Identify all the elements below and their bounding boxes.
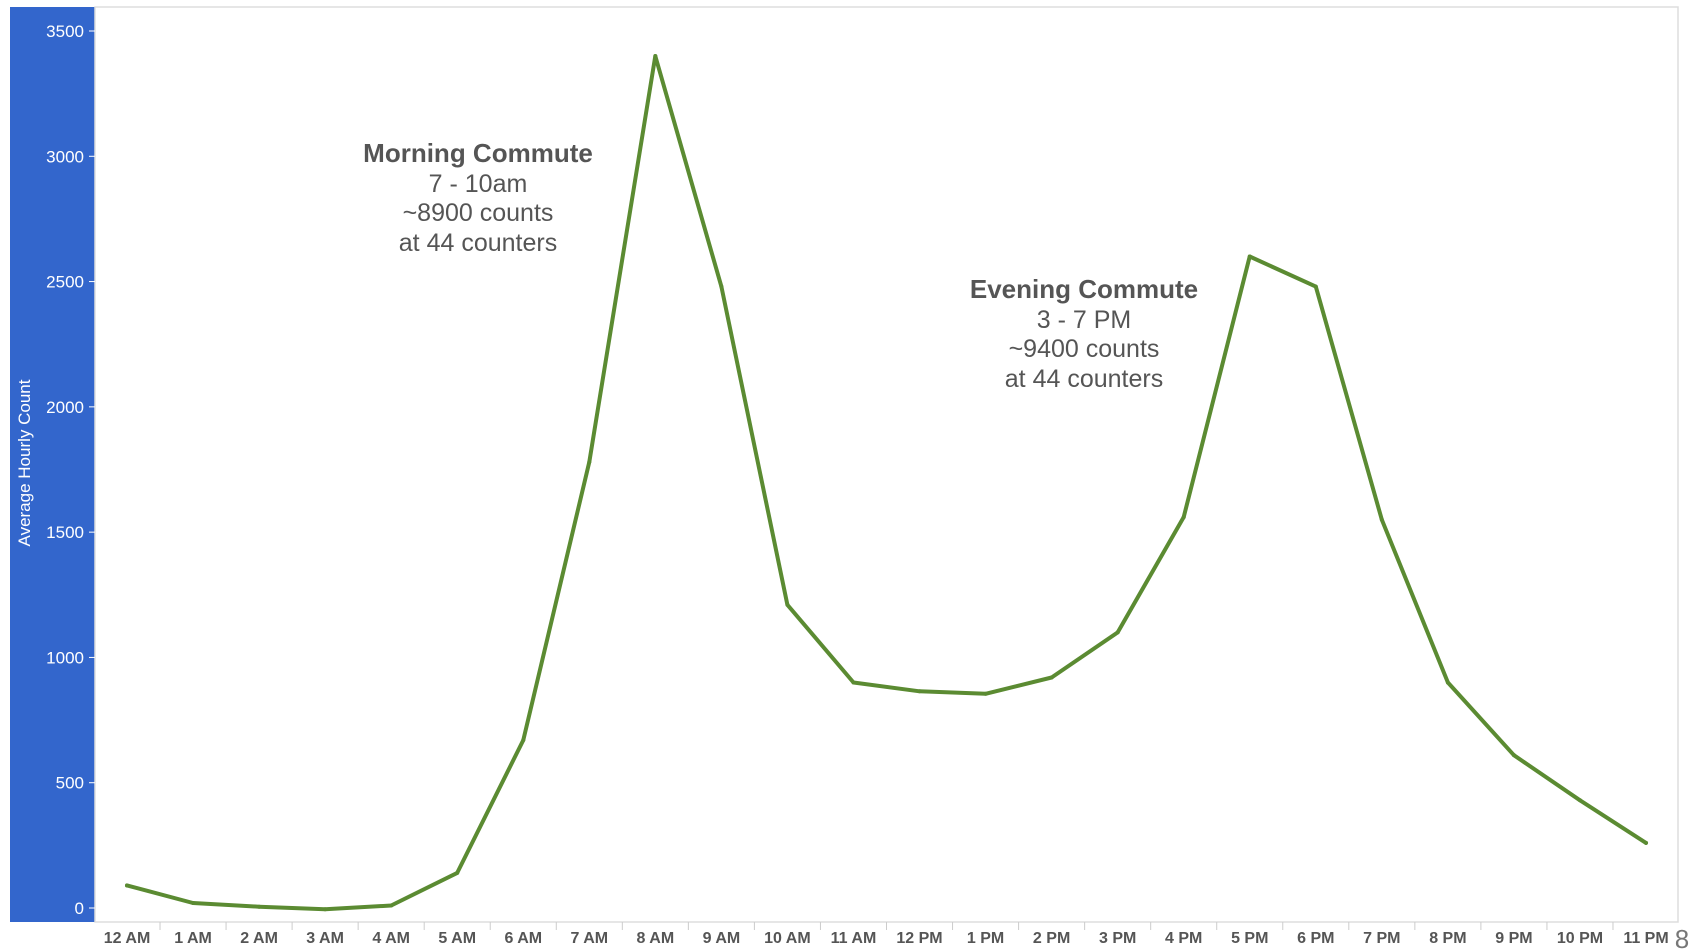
data-point bbox=[1049, 675, 1054, 680]
x-tick-label: 12 AM bbox=[104, 930, 151, 947]
x-tick-label: 5 AM bbox=[438, 930, 476, 947]
data-point bbox=[1511, 753, 1516, 758]
x-tick-label: 3 PM bbox=[1099, 930, 1136, 947]
x-tick-label: 5 PM bbox=[1231, 930, 1268, 947]
y-tick-label: 2000 bbox=[46, 398, 84, 417]
annotation-morning-line: at 44 counters bbox=[399, 229, 557, 257]
y-tick-label: 2500 bbox=[46, 273, 84, 292]
data-point bbox=[1115, 630, 1120, 635]
x-tick-label: 6 PM bbox=[1297, 930, 1334, 947]
y-axis-label: Average Hourly Count bbox=[15, 379, 34, 546]
y-axis-band bbox=[10, 7, 95, 922]
x-tick-label: 8 PM bbox=[1429, 930, 1466, 947]
y-tick-label: 1500 bbox=[46, 523, 84, 542]
data-point bbox=[1445, 680, 1450, 685]
data-point bbox=[851, 680, 856, 685]
data-point bbox=[719, 284, 724, 289]
data-point bbox=[323, 907, 328, 912]
plot-frame bbox=[94, 6, 1679, 923]
y-tick-label: 0 bbox=[75, 899, 84, 918]
y-tick-label: 1000 bbox=[46, 648, 84, 667]
x-tick-label: 3 AM bbox=[306, 930, 344, 947]
x-tick-label: 1 PM bbox=[967, 930, 1004, 947]
data-point bbox=[983, 691, 988, 696]
annotation-morning-title: Morning Commute bbox=[363, 138, 593, 168]
y-axis-ticks: 0 500 1000 1500 2000 2500 3000 3500 bbox=[46, 22, 95, 918]
x-tick-label: 4 AM bbox=[372, 930, 410, 947]
x-tick-label: 7 AM bbox=[570, 930, 608, 947]
x-tick-label: 1 AM bbox=[174, 930, 212, 947]
x-tick-label: 9 AM bbox=[703, 930, 741, 947]
x-tick-label: 9 PM bbox=[1495, 930, 1532, 947]
data-point bbox=[1247, 254, 1252, 259]
x-tick-label: 6 AM bbox=[504, 930, 542, 947]
annotation-evening-line: ~9400 counts bbox=[1009, 335, 1160, 363]
data-point bbox=[389, 903, 394, 908]
x-tick-label: 11 AM bbox=[831, 930, 877, 947]
series-line bbox=[125, 54, 1648, 912]
data-point bbox=[191, 900, 196, 905]
x-tick-label: 7 PM bbox=[1363, 930, 1400, 947]
data-point bbox=[1644, 840, 1648, 845]
y-tick-label: 3500 bbox=[46, 22, 84, 41]
data-point bbox=[1313, 284, 1318, 289]
x-tick-label: 12 PM bbox=[896, 930, 942, 947]
corner-glyph: 8 bbox=[1675, 924, 1689, 949]
y-tick-label: 3000 bbox=[46, 147, 84, 166]
data-point bbox=[455, 870, 460, 875]
x-tick-label: 11 PM bbox=[1623, 930, 1668, 947]
data-point bbox=[653, 54, 658, 59]
x-tick-label: 10 PM bbox=[1557, 930, 1603, 947]
data-point bbox=[521, 738, 526, 743]
data-point bbox=[587, 459, 592, 464]
annotation-morning: Morning Commute 7 - 10am ~8900 counts at… bbox=[363, 138, 593, 257]
data-point bbox=[1577, 798, 1582, 803]
annotation-evening-line: at 44 counters bbox=[1005, 365, 1163, 393]
series-points bbox=[125, 54, 1648, 912]
x-tick-label: 2 AM bbox=[240, 930, 278, 947]
annotation-morning-line: ~8900 counts bbox=[403, 199, 554, 227]
x-tick-label: 8 AM bbox=[637, 930, 675, 947]
data-point bbox=[125, 883, 129, 888]
x-axis-ticks: 12 AM 1 AM 2 AM 3 AM 4 AM 5 AM 6 AM 7 AM 8 AM 9 A… bbox=[104, 922, 1669, 947]
y-tick-label: 500 bbox=[56, 774, 84, 793]
data-point bbox=[1379, 517, 1384, 522]
data-point bbox=[917, 689, 922, 694]
x-tick-label: 10 AM bbox=[764, 930, 811, 947]
annotation-evening-line: 3 - 7 PM bbox=[1037, 306, 1131, 334]
annotation-evening-title: Evening Commute bbox=[970, 274, 1198, 304]
x-tick-label: 2 PM bbox=[1033, 930, 1070, 947]
annotation-morning-line: 7 - 10am bbox=[429, 170, 528, 198]
data-point bbox=[257, 904, 262, 909]
data-point bbox=[785, 602, 790, 607]
x-tick-label: 4 PM bbox=[1165, 930, 1202, 947]
data-point bbox=[1181, 515, 1186, 520]
annotation-evening: Evening Commute 3 - 7 PM ~9400 counts at… bbox=[970, 274, 1198, 393]
